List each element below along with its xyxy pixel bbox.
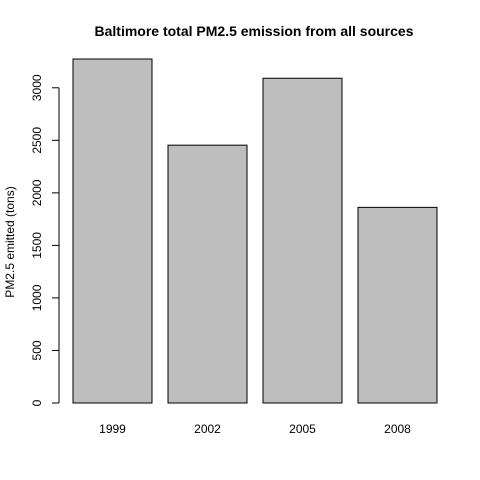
bar-1999 bbox=[72, 58, 153, 404]
y-axis: 0 500 1000 1500 2000 2500 3000 bbox=[30, 74, 60, 406]
x-label-1999: 1999 bbox=[99, 422, 126, 436]
x-axis-labels: 1999 2002 2005 2008 bbox=[99, 422, 411, 436]
y-tick-label-3000: 3000 bbox=[30, 74, 44, 101]
chart-title: Baltimore total PM2.5 emission from all … bbox=[95, 23, 414, 39]
bars-group bbox=[72, 58, 438, 404]
y-tick-label-2500: 2500 bbox=[30, 127, 44, 154]
bar-2002 bbox=[167, 144, 248, 404]
y-tick-label-500: 500 bbox=[30, 340, 44, 360]
y-axis-label: PM2.5 emitted (tons) bbox=[3, 186, 17, 297]
y-tick-label-2000: 2000 bbox=[30, 179, 44, 206]
y-tick-label-0: 0 bbox=[30, 399, 44, 406]
y-tick-label-1000: 1000 bbox=[30, 284, 44, 311]
y-tick-label-1500: 1500 bbox=[30, 232, 44, 259]
x-label-2002: 2002 bbox=[194, 422, 221, 436]
bar-2008 bbox=[357, 206, 438, 404]
bar-2005 bbox=[262, 77, 343, 404]
x-label-2005: 2005 bbox=[289, 422, 316, 436]
x-label-2008: 2008 bbox=[384, 422, 411, 436]
